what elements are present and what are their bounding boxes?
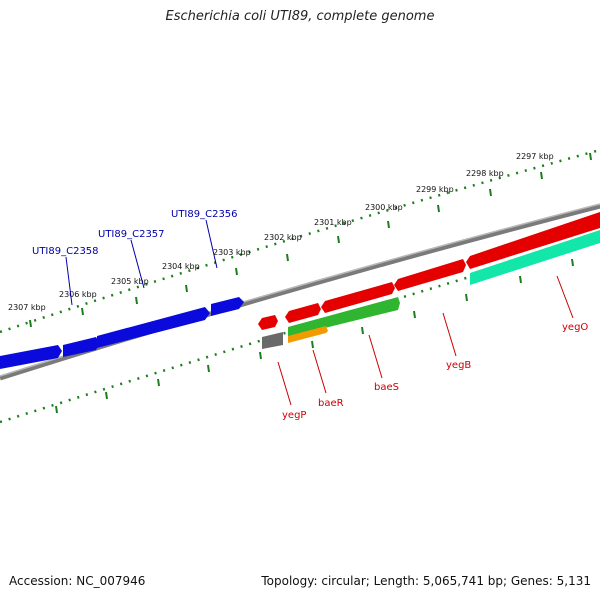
gene-arrow-baeS[interactable] xyxy=(288,297,400,337)
lower-gene-labels: yegP baeR baeS yegB yegO xyxy=(282,322,588,421)
gene-arrow[interactable] xyxy=(258,315,278,330)
gene-arrow-yegP[interactable] xyxy=(262,332,283,349)
major-ticks-lower xyxy=(55,258,574,414)
gene-arrow-baeR[interactable] xyxy=(288,326,328,343)
gene-arrow[interactable] xyxy=(63,337,100,357)
kbp-label: 2302 kbp xyxy=(264,233,302,242)
upper-leader-lines xyxy=(65,219,218,306)
gene-label[interactable]: yegO xyxy=(562,322,588,333)
gene-label[interactable]: baeS xyxy=(374,382,399,393)
gene-arrow[interactable] xyxy=(285,303,321,323)
kbp-label: 2298 kbp xyxy=(466,169,504,178)
lower-leader-lines xyxy=(277,275,574,406)
kbp-label: 2307 kbp xyxy=(8,303,46,312)
upper-gene-labels: UTI89_C2358 UTI89_C2357 UTI89_C2356 xyxy=(32,209,238,257)
kbp-label: 2297 kbp xyxy=(516,152,554,161)
upper-strand-genes xyxy=(0,297,244,369)
kbp-label: 2305 kbp xyxy=(111,277,149,286)
gene-arrow-c2357[interactable] xyxy=(97,307,210,348)
gene-arrow-yegO[interactable] xyxy=(470,230,600,285)
kbp-label: 2299 kbp xyxy=(416,185,454,194)
gene-arrow[interactable] xyxy=(321,282,395,313)
topology-text: Topology: circular; Length: 5,065,741 bp… xyxy=(261,574,591,588)
gene-arrow[interactable] xyxy=(0,345,62,369)
gene-label[interactable]: yegP xyxy=(282,410,306,421)
gene-label[interactable]: UTI89_C2356 xyxy=(171,209,238,220)
gene-label[interactable]: baeR xyxy=(318,398,344,409)
gene-arrow[interactable] xyxy=(394,259,466,291)
kbp-label: 2303 kbp xyxy=(213,248,251,257)
kbp-label: 2300 kbp xyxy=(365,203,403,212)
lower-strand-genes xyxy=(262,230,600,349)
upper-strand-red-genes xyxy=(258,212,600,330)
kbp-labels: 2307 kbp 2306 kbp 2305 kbp 2304 kbp 2303… xyxy=(8,152,554,312)
gene-label[interactable]: yegB xyxy=(446,360,471,371)
gene-arrow-c2356[interactable] xyxy=(211,297,244,316)
gene-arrow[interactable] xyxy=(466,212,600,269)
kbp-label: 2306 kbp xyxy=(59,290,97,299)
major-ticks-upper xyxy=(29,152,592,328)
genome-title: Escherichia coli UTI89, complete genome xyxy=(165,9,435,24)
kbp-label: 2304 kbp xyxy=(162,262,200,271)
kbp-label: 2301 kbp xyxy=(314,218,352,227)
gene-label[interactable]: UTI89_C2358 xyxy=(32,246,99,257)
accession-text: Accession: NC_007946 xyxy=(9,574,146,588)
gene-label[interactable]: UTI89_C2357 xyxy=(98,229,165,240)
